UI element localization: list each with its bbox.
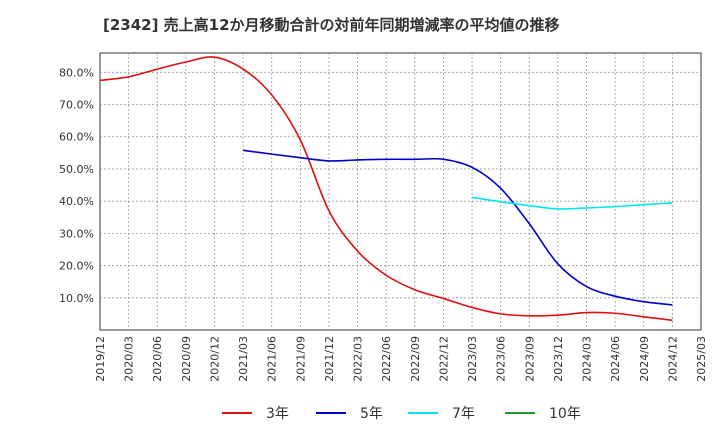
y-tick-label: 40.0% (59, 195, 94, 208)
x-tick-label: 2020/09 (180, 336, 193, 382)
x-tick-label: 2021/03 (237, 336, 250, 382)
x-tick-label: 2022/06 (380, 336, 393, 382)
legend-label: 5年 (360, 406, 383, 422)
x-tick-label: 2023/12 (552, 336, 565, 382)
x-tick-label: 2024/03 (581, 336, 594, 382)
x-tick-label: 2020/06 (151, 336, 164, 382)
y-tick-label: 70.0% (59, 99, 94, 112)
series-line-0 (99, 56, 673, 322)
x-tick-label: 2020/03 (123, 336, 136, 382)
legend: 3年 5年 7年 10年 (222, 406, 581, 422)
legend-label: 7年 (452, 406, 475, 422)
y-tick-label: 10.0% (59, 292, 94, 305)
series-lines (99, 56, 673, 322)
x-tick-label: 2023/09 (523, 336, 536, 382)
y-tick-label: 30.0% (59, 227, 94, 240)
legend-label: 3年 (266, 406, 289, 422)
plot-area (99, 52, 702, 331)
y-tick-label: 60.0% (59, 131, 94, 144)
x-tick-label: 2023/06 (495, 336, 508, 382)
y-tick-label: 80.0% (59, 66, 94, 79)
x-tick-label: 2021/06 (266, 336, 279, 382)
x-tick-label: 2024/09 (638, 336, 651, 382)
grid (100, 53, 701, 330)
y-tick-label: 20.0% (59, 260, 94, 273)
x-tick-label: 2024/06 (609, 336, 622, 382)
y-axis: 10.0% 20.0% 30.0% 40.0% 50.0% 60.0% 70.0% 80.0% (59, 66, 94, 304)
chart-title: [2342] 売上高12か月移動合計の対前年同期増減率の平均値の推移 (103, 16, 560, 34)
x-axis: 2019/12 2020/03 2020/06 2020/09 2020/12 2021/… (94, 336, 708, 382)
x-tick-label: 2024/12 (666, 336, 679, 382)
x-tick-label: 2019/12 (94, 336, 107, 382)
x-tick-label: 2021/09 (294, 336, 307, 382)
x-tick-label: 2020/12 (208, 336, 221, 382)
x-tick-label: 2022/12 (437, 336, 450, 382)
x-tick-label: 2025/03 (695, 336, 708, 382)
legend-label: 10年 (549, 406, 581, 422)
series-line-1 (242, 149, 673, 306)
x-tick-label: 2022/09 (409, 336, 422, 382)
y-tick-label: 50.0% (59, 163, 94, 176)
x-tick-label: 2023/03 (466, 336, 479, 382)
x-tick-label: 2022/03 (352, 336, 365, 382)
x-tick-label: 2021/12 (323, 336, 336, 382)
series-line-2 (471, 196, 673, 210)
